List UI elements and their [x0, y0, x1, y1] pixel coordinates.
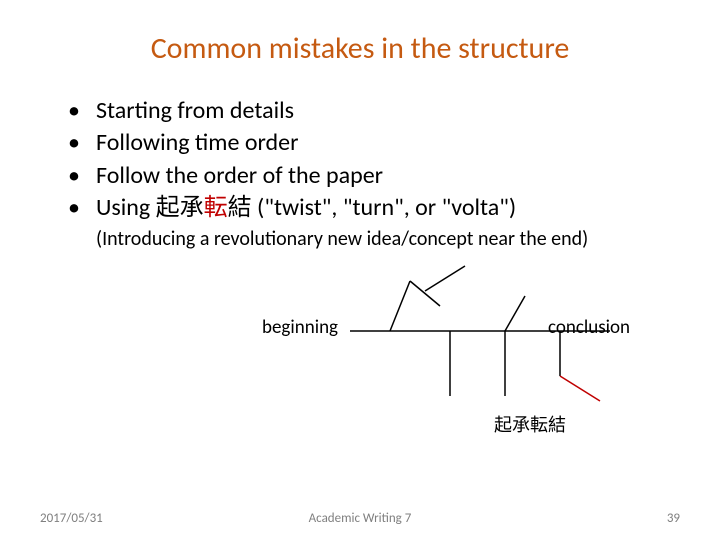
- slide-footer: 2017/05/31 Academic Writing 7 39: [0, 511, 720, 526]
- structure-diagram: beginning conclusion 起承転結: [50, 261, 670, 431]
- footer-date: 2017/05/31: [40, 511, 103, 526]
- bullet-item: Follow the order of the paper: [68, 160, 670, 192]
- kishotenketsu-jp1: 起承: [156, 193, 204, 222]
- bullet-list: Starting from details Following time ord…: [50, 95, 670, 225]
- bullet-prefix: Using: [96, 193, 156, 222]
- kishotenketsu-twist: 転: [204, 193, 228, 222]
- bullet-item: Following time order: [68, 127, 670, 159]
- diagram-label-beginning: beginning: [262, 316, 338, 339]
- slide-title: Common mistakes in the structure: [50, 30, 670, 67]
- footer-page: 39: [667, 511, 680, 526]
- diagram-label-kishotenketsu: 起承転結: [494, 411, 566, 437]
- diagram-svg: [350, 261, 650, 421]
- bullet-item: Using 起承転結 ("twist", "turn", or "volta"): [68, 192, 670, 224]
- kishotenketsu-jp2: 結: [228, 193, 252, 222]
- sub-note: (Introducing a revolutionary new idea/co…: [50, 227, 670, 251]
- bullet-suffix: ("twist", "turn", or "volta"): [252, 193, 517, 222]
- bullet-item: Starting from details: [68, 95, 670, 127]
- footer-center: Academic Writing 7: [309, 511, 412, 526]
